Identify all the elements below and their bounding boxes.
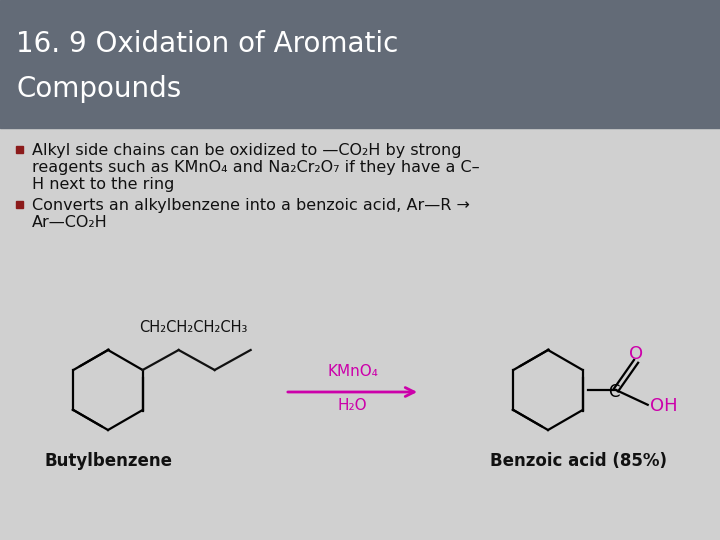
Text: O: O — [629, 345, 643, 363]
Text: Ar—CO₂H: Ar—CO₂H — [32, 215, 108, 230]
Text: Converts an alkylbenzene into a benzoic acid, Ar—R →: Converts an alkylbenzene into a benzoic … — [32, 198, 470, 213]
Text: Alkyl side chains can be oxidized to —CO₂H by strong: Alkyl side chains can be oxidized to —CO… — [32, 143, 462, 158]
Text: H next to the ring: H next to the ring — [32, 177, 174, 192]
Bar — [16, 146, 23, 153]
Text: Compounds: Compounds — [16, 75, 181, 103]
Text: H₂O: H₂O — [338, 398, 367, 413]
Text: 16. 9 Oxidation of Aromatic: 16. 9 Oxidation of Aromatic — [16, 30, 398, 58]
Text: reagents such as KMnO₄ and Na₂Cr₂O₇ if they have a C–: reagents such as KMnO₄ and Na₂Cr₂O₇ if t… — [32, 160, 480, 175]
Text: OH: OH — [649, 397, 678, 415]
Text: Butylbenzene: Butylbenzene — [44, 452, 172, 470]
Bar — [0, 0, 720, 128]
Text: KMnO₄: KMnO₄ — [327, 364, 378, 379]
Text: CH₂CH₂CH₂CH₃: CH₂CH₂CH₂CH₃ — [139, 320, 247, 335]
Text: C: C — [608, 383, 620, 401]
Text: Benzoic acid (85%): Benzoic acid (85%) — [490, 452, 667, 470]
Bar — [16, 201, 23, 208]
